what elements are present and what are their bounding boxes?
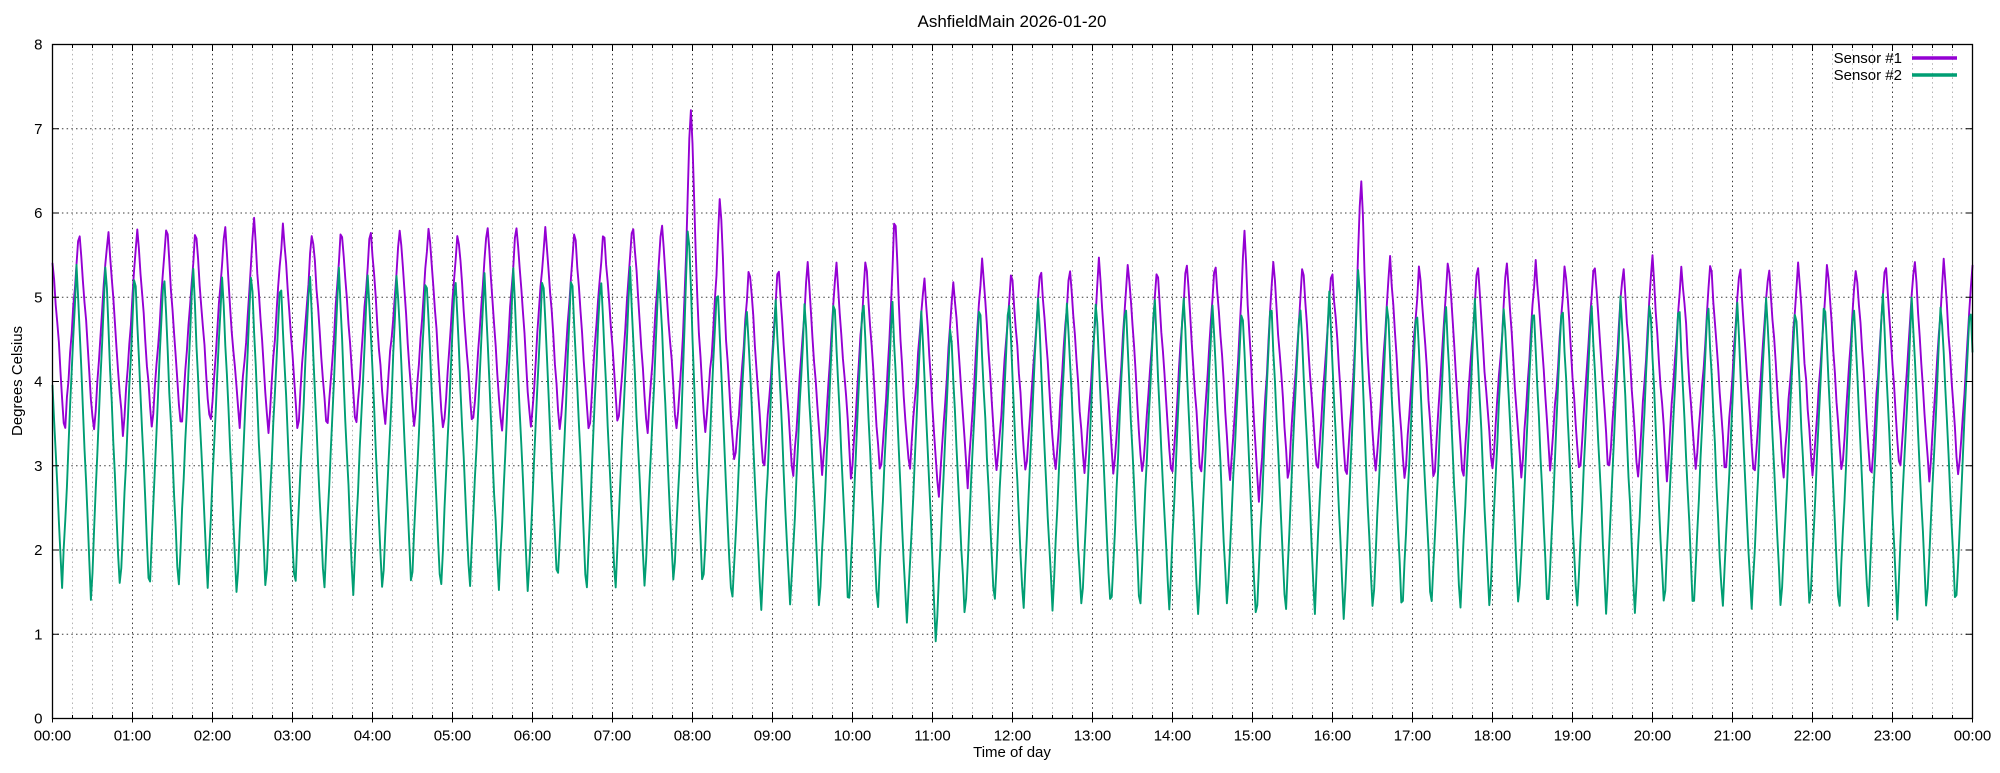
x-tick-label: 03:00 — [274, 728, 312, 745]
y-tick-label: 8 — [34, 37, 42, 54]
x-tick-label: 17:00 — [1394, 728, 1432, 745]
x-tick-label: 19:00 — [1554, 728, 1592, 745]
x-axis-label: Time of day — [973, 744, 1051, 761]
y-tick-label: 4 — [34, 374, 42, 391]
chart-title: AshfieldMain 2026-01-20 — [917, 12, 1106, 31]
x-tick-label: 15:00 — [1234, 728, 1272, 745]
y-tick-label: 6 — [34, 205, 42, 222]
x-tick-label: 01:00 — [114, 728, 152, 745]
series-layer — [51, 109, 1974, 643]
x-tick-label: 00:00 — [1954, 728, 1992, 745]
x-tick-label: 02:00 — [194, 728, 232, 745]
x-tick-label: 08:00 — [674, 728, 712, 745]
x-tick-label: 11:00 — [914, 728, 950, 745]
x-tick-label: 00:00 — [34, 728, 72, 745]
axes-layer: 00:00 01:00 02:00 03:00 04:00 05:00 06:00 07:00… — [34, 37, 1992, 745]
x-tick-label: 21:00 — [1714, 728, 1752, 745]
x-tick-label: 09:00 — [754, 728, 792, 745]
x-tick-label: 12:00 — [994, 728, 1032, 745]
x-tick-label: 20:00 — [1634, 728, 1672, 745]
legend-label: Sensor #2 — [1834, 67, 1902, 84]
series-line-sensor-1 — [51, 109, 1974, 503]
x-tick-label: 23:00 — [1874, 728, 1912, 745]
y-tick-label: 3 — [34, 458, 42, 475]
y-tick-label: 2 — [34, 542, 42, 559]
y-axis-label: Degrees Celsius — [9, 326, 26, 436]
y-tick-label: 0 — [34, 711, 42, 728]
x-tick-label: 04:00 — [354, 728, 392, 745]
legend-entry: Sensor #1 — [1834, 50, 1957, 67]
x-tick-label: 06:00 — [514, 728, 552, 745]
legend-entry: Sensor #2 — [1834, 67, 1957, 84]
x-tick-label: 07:00 — [594, 728, 632, 745]
x-tick-label: 16:00 — [1314, 728, 1352, 745]
series-line-sensor-2 — [51, 230, 1974, 643]
y-tick-label: 1 — [34, 626, 42, 643]
x-tick-label: 13:00 — [1074, 728, 1112, 745]
x-tick-label: 10:00 — [834, 728, 872, 745]
y-tick-label: 5 — [34, 289, 42, 306]
legend-label: Sensor #1 — [1834, 50, 1902, 67]
x-tick-label: 05:00 — [434, 728, 472, 745]
x-tick-label: 14:00 — [1154, 728, 1192, 745]
x-tick-label: 22:00 — [1794, 728, 1832, 745]
y-tick-label: 7 — [34, 121, 42, 138]
x-tick-label: 18:00 — [1474, 728, 1512, 745]
